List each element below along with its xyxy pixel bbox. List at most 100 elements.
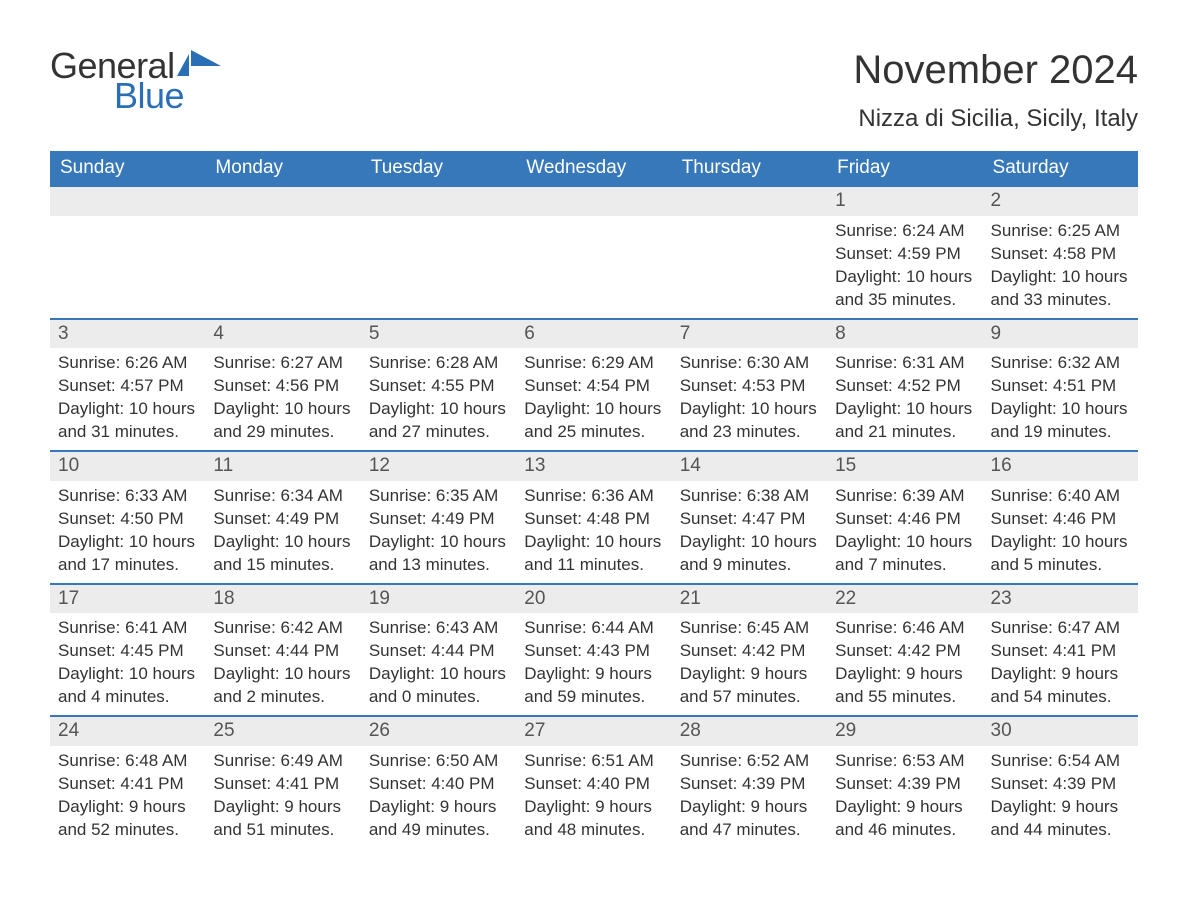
day-details: Sunrise: 6:24 AMSunset: 4:59 PMDaylight:…	[827, 216, 982, 318]
page-header: General Blue November 2024 Nizza di Sici…	[50, 48, 1138, 133]
sunset-text: Sunset: 4:47 PM	[680, 508, 819, 531]
day-details: Sunrise: 6:49 AMSunset: 4:41 PMDaylight:…	[205, 746, 360, 848]
day-number: .	[672, 185, 827, 216]
day-number: 17	[50, 583, 205, 614]
sunset-text: Sunset: 4:40 PM	[369, 773, 508, 796]
calendar-day-cell: .	[205, 185, 360, 318]
calendar-day-cell: .	[361, 185, 516, 318]
sunset-text: Sunset: 4:51 PM	[991, 375, 1130, 398]
day-number: .	[361, 185, 516, 216]
day-number: .	[50, 185, 205, 216]
calendar-day-cell: 18Sunrise: 6:42 AMSunset: 4:44 PMDayligh…	[205, 583, 360, 716]
calendar-day-cell: 10Sunrise: 6:33 AMSunset: 4:50 PMDayligh…	[50, 450, 205, 583]
sunrise-text: Sunrise: 6:49 AM	[213, 750, 352, 773]
sunset-text: Sunset: 4:43 PM	[524, 640, 663, 663]
sunset-text: Sunset: 4:53 PM	[680, 375, 819, 398]
calendar-day-cell: 15Sunrise: 6:39 AMSunset: 4:46 PMDayligh…	[827, 450, 982, 583]
daylight-text: Daylight: 10 hours and 7 minutes.	[835, 531, 974, 577]
calendar-day-cell: 30Sunrise: 6:54 AMSunset: 4:39 PMDayligh…	[983, 715, 1138, 848]
daylight-text: Daylight: 9 hours and 54 minutes.	[991, 663, 1130, 709]
calendar-day-cell: 4Sunrise: 6:27 AMSunset: 4:56 PMDaylight…	[205, 318, 360, 451]
calendar-day-cell: 7Sunrise: 6:30 AMSunset: 4:53 PMDaylight…	[672, 318, 827, 451]
day-number: 15	[827, 450, 982, 481]
calendar-day-cell: 5Sunrise: 6:28 AMSunset: 4:55 PMDaylight…	[361, 318, 516, 451]
day-details: Sunrise: 6:36 AMSunset: 4:48 PMDaylight:…	[516, 481, 671, 583]
day-number: 26	[361, 715, 516, 746]
day-details: Sunrise: 6:44 AMSunset: 4:43 PMDaylight:…	[516, 613, 671, 715]
day-number: 20	[516, 583, 671, 614]
day-number: 9	[983, 318, 1138, 349]
title-block: November 2024 Nizza di Sicilia, Sicily, …	[853, 48, 1138, 133]
sunrise-text: Sunrise: 6:52 AM	[680, 750, 819, 773]
calendar-day-cell: 23Sunrise: 6:47 AMSunset: 4:41 PMDayligh…	[983, 583, 1138, 716]
sunset-text: Sunset: 4:39 PM	[680, 773, 819, 796]
sunrise-text: Sunrise: 6:25 AM	[991, 220, 1130, 243]
day-number: 30	[983, 715, 1138, 746]
day-number: 24	[50, 715, 205, 746]
sunrise-text: Sunrise: 6:42 AM	[213, 617, 352, 640]
sunset-text: Sunset: 4:55 PM	[369, 375, 508, 398]
daylight-text: Daylight: 10 hours and 15 minutes.	[213, 531, 352, 577]
sunset-text: Sunset: 4:49 PM	[369, 508, 508, 531]
day-details: Sunrise: 6:47 AMSunset: 4:41 PMDaylight:…	[983, 613, 1138, 715]
day-number: 12	[361, 450, 516, 481]
calendar-day-cell: 12Sunrise: 6:35 AMSunset: 4:49 PMDayligh…	[361, 450, 516, 583]
daylight-text: Daylight: 9 hours and 51 minutes.	[213, 796, 352, 842]
day-details: Sunrise: 6:42 AMSunset: 4:44 PMDaylight:…	[205, 613, 360, 715]
daylight-text: Daylight: 10 hours and 9 minutes.	[680, 531, 819, 577]
daylight-text: Daylight: 9 hours and 47 minutes.	[680, 796, 819, 842]
sunset-text: Sunset: 4:46 PM	[835, 508, 974, 531]
sunset-text: Sunset: 4:40 PM	[524, 773, 663, 796]
daylight-text: Daylight: 9 hours and 48 minutes.	[524, 796, 663, 842]
calendar-day-cell: 8Sunrise: 6:31 AMSunset: 4:52 PMDaylight…	[827, 318, 982, 451]
day-details: Sunrise: 6:39 AMSunset: 4:46 PMDaylight:…	[827, 481, 982, 583]
day-number: 2	[983, 185, 1138, 216]
location-subtitle: Nizza di Sicilia, Sicily, Italy	[853, 105, 1138, 133]
calendar-day-cell: 2Sunrise: 6:25 AMSunset: 4:58 PMDaylight…	[983, 185, 1138, 318]
day-number: 29	[827, 715, 982, 746]
sunrise-text: Sunrise: 6:51 AM	[524, 750, 663, 773]
sunset-text: Sunset: 4:54 PM	[524, 375, 663, 398]
day-number: 5	[361, 318, 516, 349]
day-number: 28	[672, 715, 827, 746]
sunset-text: Sunset: 4:59 PM	[835, 243, 974, 266]
sunset-text: Sunset: 4:46 PM	[991, 508, 1130, 531]
weekday-header: Tuesday	[361, 151, 516, 185]
daylight-text: Daylight: 10 hours and 35 minutes.	[835, 266, 974, 312]
brand-logo: General Blue	[50, 48, 223, 114]
sunset-text: Sunset: 4:44 PM	[213, 640, 352, 663]
daylight-text: Daylight: 9 hours and 59 minutes.	[524, 663, 663, 709]
daylight-text: Daylight: 9 hours and 55 minutes.	[835, 663, 974, 709]
day-details: Sunrise: 6:27 AMSunset: 4:56 PMDaylight:…	[205, 348, 360, 450]
day-number: 22	[827, 583, 982, 614]
calendar-day-cell: 3Sunrise: 6:26 AMSunset: 4:57 PMDaylight…	[50, 318, 205, 451]
day-number: 8	[827, 318, 982, 349]
day-number: 3	[50, 318, 205, 349]
calendar-table: Sunday Monday Tuesday Wednesday Thursday…	[50, 151, 1138, 848]
day-details: Sunrise: 6:25 AMSunset: 4:58 PMDaylight:…	[983, 216, 1138, 318]
sunrise-text: Sunrise: 6:28 AM	[369, 352, 508, 375]
day-details: Sunrise: 6:35 AMSunset: 4:49 PMDaylight:…	[361, 481, 516, 583]
sunrise-text: Sunrise: 6:46 AM	[835, 617, 974, 640]
sunrise-text: Sunrise: 6:26 AM	[58, 352, 197, 375]
daylight-text: Daylight: 10 hours and 11 minutes.	[524, 531, 663, 577]
sunrise-text: Sunrise: 6:41 AM	[58, 617, 197, 640]
day-number: .	[516, 185, 671, 216]
sunset-text: Sunset: 4:48 PM	[524, 508, 663, 531]
calendar-week-row: 24Sunrise: 6:48 AMSunset: 4:41 PMDayligh…	[50, 715, 1138, 848]
sunrise-text: Sunrise: 6:40 AM	[991, 485, 1130, 508]
daylight-text: Daylight: 10 hours and 5 minutes.	[991, 531, 1130, 577]
calendar-day-cell: 9Sunrise: 6:32 AMSunset: 4:51 PMDaylight…	[983, 318, 1138, 451]
sunset-text: Sunset: 4:42 PM	[680, 640, 819, 663]
daylight-text: Daylight: 10 hours and 19 minutes.	[991, 398, 1130, 444]
sunrise-text: Sunrise: 6:29 AM	[524, 352, 663, 375]
calendar-day-cell: .	[50, 185, 205, 318]
calendar-page: General Blue November 2024 Nizza di Sici…	[0, 0, 1188, 888]
day-number: 6	[516, 318, 671, 349]
sunset-text: Sunset: 4:44 PM	[369, 640, 508, 663]
day-number: 27	[516, 715, 671, 746]
calendar-day-cell: 11Sunrise: 6:34 AMSunset: 4:49 PMDayligh…	[205, 450, 360, 583]
daylight-text: Daylight: 9 hours and 49 minutes.	[369, 796, 508, 842]
day-details: Sunrise: 6:46 AMSunset: 4:42 PMDaylight:…	[827, 613, 982, 715]
daylight-text: Daylight: 10 hours and 2 minutes.	[213, 663, 352, 709]
